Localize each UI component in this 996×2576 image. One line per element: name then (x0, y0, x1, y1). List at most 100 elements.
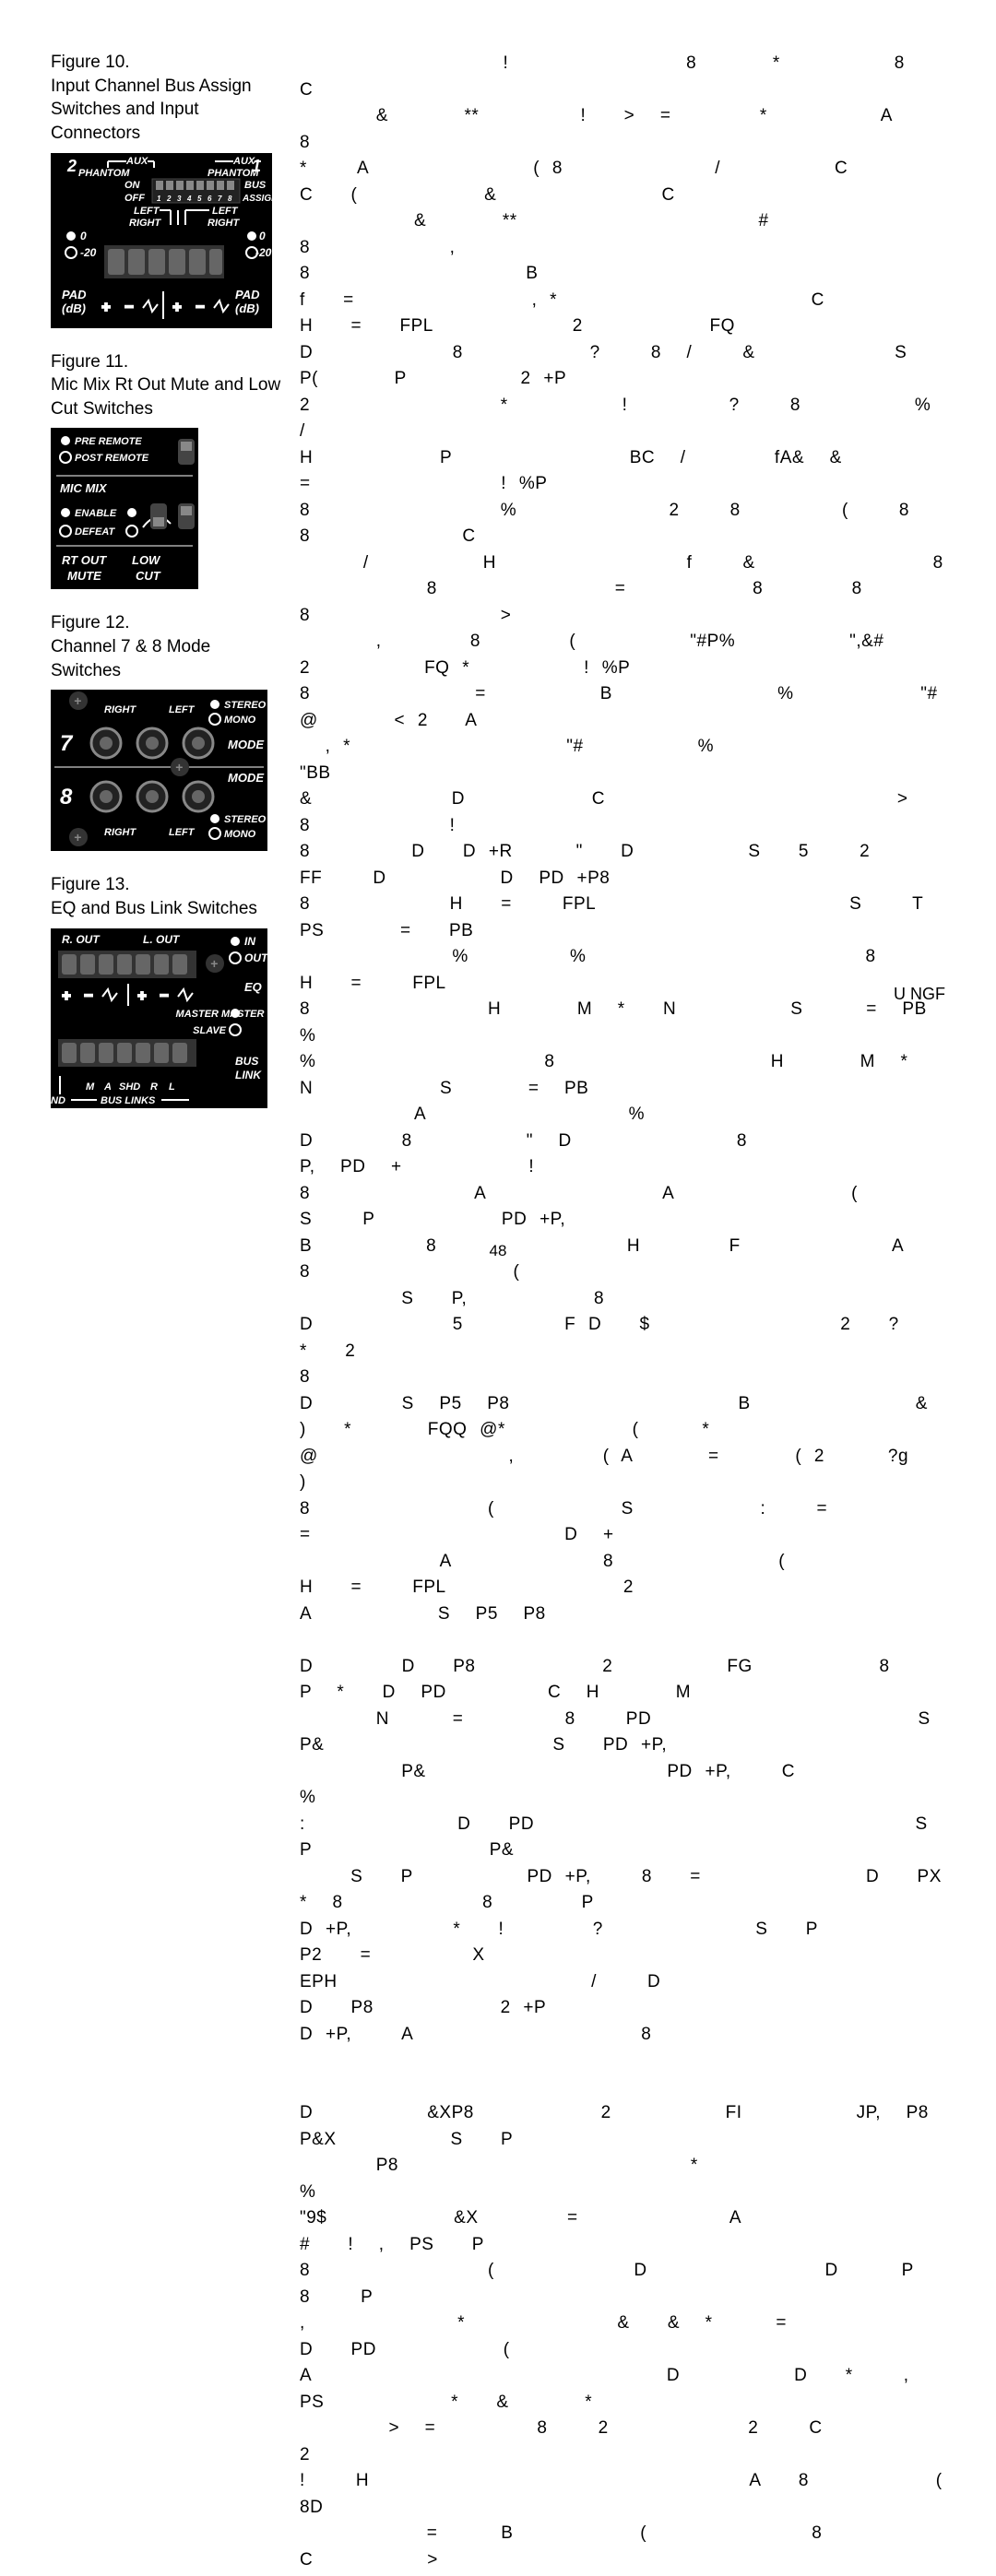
svg-text:OUT: OUT (244, 951, 267, 964)
svg-text:LOW: LOW (132, 553, 161, 567)
svg-text:MODE: MODE (228, 771, 264, 785)
figure-12-text: Channel 7 & 8 Mode Switches (51, 637, 210, 680)
svg-text:DEFEAT: DEFEAT (75, 526, 115, 538)
svg-text:PHANTOM: PHANTOM (208, 168, 259, 179)
svg-text:-20: -20 (80, 246, 97, 259)
figure-13-label: Figure 13. (51, 875, 130, 894)
svg-text:+: + (74, 693, 81, 708)
figure-13-text: EQ and Bus Link Switches (51, 899, 257, 918)
panel-12: + RIGHT LEFT STEREO MONO 7 MODE + MOD (51, 690, 267, 851)
svg-text:+: + (175, 760, 183, 774)
svg-text:8: 8 (228, 195, 232, 203)
svg-text:+: + (74, 830, 81, 845)
svg-text:+: + (210, 956, 218, 971)
svg-text:ND: ND (51, 1095, 65, 1106)
svg-text:PAD: PAD (235, 288, 260, 301)
svg-text:BUS: BUS (244, 180, 267, 191)
svg-text:LEFT: LEFT (212, 206, 239, 217)
svg-text:PAD: PAD (62, 288, 87, 301)
svg-text:7: 7 (60, 731, 74, 756)
svg-text:1: 1 (157, 195, 161, 203)
figure-12-caption: Figure 12. Channel 7 & 8 Mode Switches (51, 611, 281, 682)
svg-text:ASSIGN: ASSIGN (242, 194, 272, 204)
svg-text:+: + (62, 988, 70, 1004)
svg-text:POST REMOTE: POST REMOTE (75, 453, 149, 464)
left-column: Figure 10. Input Channel Bus Assign Swit… (51, 51, 281, 2576)
svg-text:BUS LINKS: BUS LINKS (101, 1095, 156, 1106)
svg-text:2: 2 (166, 195, 172, 203)
svg-text:0: 0 (80, 230, 87, 242)
svg-text:+: + (172, 300, 181, 315)
svg-text:A: A (103, 1081, 112, 1093)
svg-text:6: 6 (208, 195, 212, 203)
svg-text:STEREO: STEREO (224, 814, 267, 825)
svg-text:7: 7 (218, 195, 222, 203)
svg-text:OFF: OFF (125, 193, 145, 204)
page-number: 48 (0, 1242, 996, 1260)
svg-text:8: 8 (60, 785, 73, 809)
svg-text:CUT: CUT (136, 569, 161, 583)
svg-text:RIGHT: RIGHT (104, 827, 137, 838)
svg-text:PHANTOM: PHANTOM (78, 168, 130, 179)
svg-text:LEFT: LEFT (169, 827, 196, 838)
svg-text:RIGHT: RIGHT (129, 218, 162, 229)
figure-11-caption: Figure 11. Mic Mix Rt Out Mute and Low C… (51, 350, 281, 421)
svg-text:SLAVE: SLAVE (193, 1025, 227, 1036)
svg-text:LEFT: LEFT (169, 704, 196, 715)
svg-text:-20: -20 (255, 246, 272, 259)
svg-text:AUX: AUX (232, 156, 255, 167)
figure-12-label: Figure 12. (51, 613, 130, 632)
svg-text:0: 0 (259, 230, 266, 242)
svg-text:PRE REMOTE: PRE REMOTE (75, 436, 142, 447)
svg-text:R: R (150, 1081, 158, 1093)
svg-text:R. OUT: R. OUT (62, 933, 101, 946)
figure-13-caption: Figure 13. EQ and Bus Link Switches (51, 873, 281, 920)
svg-text:3: 3 (177, 195, 182, 203)
svg-text:SHD: SHD (119, 1081, 140, 1093)
svg-text:−: − (84, 988, 92, 1004)
svg-text:L: L (169, 1081, 175, 1093)
svg-text:M: M (86, 1081, 95, 1093)
panel-13: R. OUT L. OUT IN OUT + EQ + − + − (51, 928, 267, 1108)
panel-11: PRE REMOTE POST REMOTE MIC MIX ENABLE DE… (51, 428, 198, 589)
svg-text:4: 4 (186, 195, 192, 203)
svg-text:MASTER: MASTER (176, 1009, 219, 1020)
svg-text:ON: ON (125, 180, 141, 191)
svg-text:−: − (125, 300, 133, 315)
svg-text:ENABLE: ENABLE (75, 508, 117, 519)
svg-text:AUX: AUX (125, 156, 148, 167)
svg-text:EQ: EQ (244, 980, 262, 994)
svg-text:RIGHT: RIGHT (104, 704, 137, 715)
svg-text:BUS: BUS (235, 1055, 258, 1068)
body-text-column: ! 8 * 8 C & ** ! > = * A 8 * A ( 8 / C C… (300, 51, 945, 2576)
svg-text:RIGHT: RIGHT (208, 218, 241, 229)
body-text: ! 8 * 8 C & ** ! > = * A 8 * A ( 8 / C C… (300, 51, 945, 2576)
svg-text:STEREO: STEREO (224, 700, 267, 711)
svg-text:LINK: LINK (235, 1069, 262, 1081)
svg-text:L. OUT: L. OUT (143, 933, 181, 946)
figure-10-label: Figure 10. (51, 53, 130, 72)
figure-11-text: Mic Mix Rt Out Mute and Low Cut Switches (51, 375, 280, 419)
svg-text:MONO: MONO (224, 829, 256, 840)
margin-note: U NGF (894, 985, 945, 1004)
svg-text:MUTE: MUTE (67, 569, 101, 583)
panel-10: 2 1 AUX AUX PHANTOM PHANTOM (51, 153, 272, 328)
svg-text:2: 2 (66, 157, 77, 175)
svg-text:IN: IN (244, 935, 255, 948)
svg-text:RT OUT: RT OUT (62, 553, 107, 567)
figure-11-label: Figure 11. (51, 352, 128, 372)
svg-text:−: − (196, 300, 204, 315)
svg-text:MONO: MONO (224, 715, 256, 726)
svg-text:MODE: MODE (228, 738, 264, 751)
svg-text:(dB): (dB) (235, 301, 259, 315)
figure-10-caption: Figure 10. Input Channel Bus Assign Swit… (51, 51, 281, 146)
figure-10-text: Input Channel Bus Assign Switches and In… (51, 77, 252, 143)
svg-text:MASTER: MASTER (221, 1009, 265, 1020)
svg-text:(dB): (dB) (62, 301, 86, 315)
svg-text:+: + (101, 300, 110, 315)
svg-text:5: 5 (197, 195, 202, 203)
svg-text:LEFT: LEFT (134, 206, 160, 217)
svg-text:MIC MIX: MIC MIX (60, 481, 108, 495)
svg-text:+: + (137, 988, 146, 1004)
svg-text:−: − (160, 988, 168, 1004)
